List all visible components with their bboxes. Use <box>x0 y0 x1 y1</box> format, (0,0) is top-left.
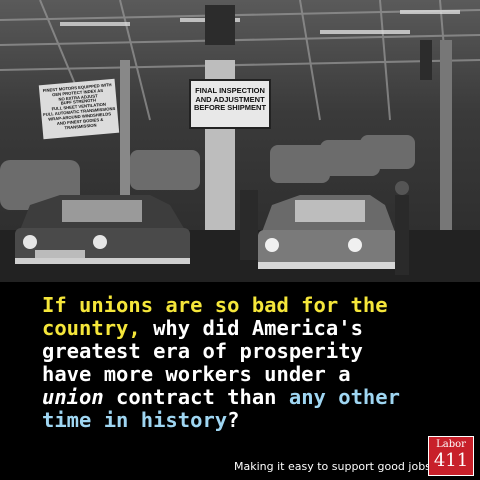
final-inspection-sign: FINAL INSPECTION AND ADJUSTMENT BEFORE S… <box>189 79 271 129</box>
caption-text: If unions are so bad for the country, wh… <box>42 294 472 432</box>
caption-line-4: have more workers under a <box>42 363 472 386</box>
caption-italic-word: union <box>42 385 104 409</box>
caption-highlight-blue: time in history <box>42 408 228 432</box>
logo-bottom-text: 411 <box>433 450 469 471</box>
caption-text-segment: why did America's <box>140 316 363 340</box>
car-center-icon <box>258 195 398 269</box>
caption-text-segment: greatest era of prosperity <box>42 339 363 363</box>
caption-highlight-yellow: If unions are so bad for the <box>42 293 388 317</box>
factory-photo: FINAL INSPECTION AND ADJUSTMENT BEFORE S… <box>0 0 480 282</box>
caption-highlight-blue: any other <box>288 385 400 409</box>
caption-highlight-yellow: country, <box>42 316 141 340</box>
caption-text-segment: contract than <box>103 385 289 409</box>
sign-final-line: BEFORE SHIPMENT <box>193 103 267 113</box>
caption-text-segment: ? <box>227 408 240 432</box>
caption-line-2: country, why did America's <box>42 317 472 340</box>
caption-line-6: time in history? <box>42 409 472 432</box>
logo-top-text: Labor <box>436 439 466 450</box>
features-sign: FINEST MOTORS EQUIPPED WITH GEN PROTECT … <box>38 78 120 140</box>
assembly-line-illustration <box>0 0 480 282</box>
caption-line-5: union contract than any other <box>42 386 472 409</box>
caption-line-3: greatest era of prosperity <box>42 340 472 363</box>
labor-411-logo[interactable]: Labor 411 <box>428 436 474 476</box>
sign-final-line: FINAL INSPECTION <box>195 86 265 95</box>
sign-final-line: AND ADJUSTMENT <box>195 94 265 104</box>
tagline: Making it easy to support good jobs <box>234 460 431 473</box>
car-left-icon <box>15 195 190 264</box>
caption-line-1: If unions are so bad for the <box>42 294 472 317</box>
caption-text-segment: have more workers under a <box>42 362 351 386</box>
